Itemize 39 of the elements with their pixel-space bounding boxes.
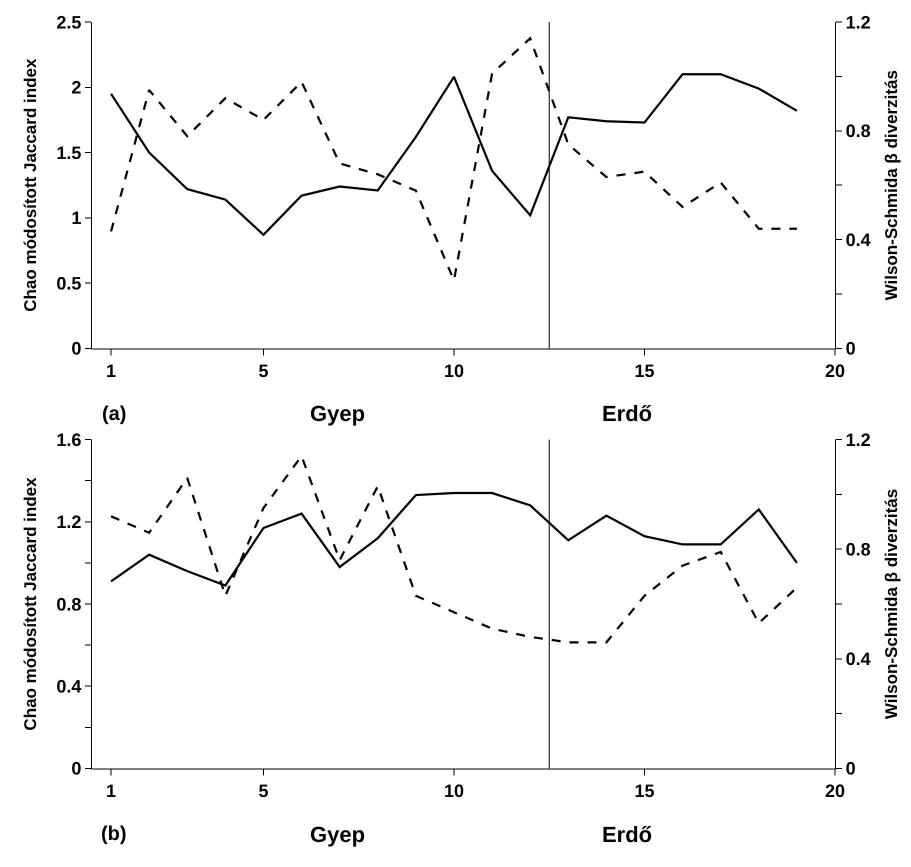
- y-tick-label: 0.5: [56, 273, 82, 294]
- y-axis-title: Chao módosított Jaccard index: [20, 476, 40, 731]
- x-tick-label: 10: [444, 361, 464, 381]
- y2-tick-label: 0.4: [846, 649, 871, 670]
- y-tick-label: 1: [71, 208, 82, 228]
- text: (b): [101, 823, 127, 845]
- y2-tick-label: 0.8: [846, 540, 871, 560]
- x-tick-label: 15: [634, 361, 655, 381]
- y2-tick-label: 1.2: [846, 430, 871, 450]
- text: (a): [102, 403, 126, 425]
- text: Erdő: [602, 822, 652, 847]
- y-tick-label: 0.8: [56, 594, 82, 614]
- y-tick-label: 0: [71, 758, 82, 779]
- x-tick-label: 15: [634, 781, 655, 801]
- y-axis-title: Chao módosított Jaccard index: [20, 58, 40, 312]
- x-tick-label: 20: [824, 361, 846, 381]
- y-tick-label: 1.5: [56, 142, 82, 163]
- x-tick-label: 10: [444, 781, 464, 801]
- x-tick-label: 5: [258, 781, 268, 801]
- text: Gyep: [310, 822, 366, 847]
- y2-tick-label: 0: [846, 338, 856, 359]
- y2-tick-label: 1.2: [846, 12, 871, 32]
- y-tick-label: 0.4: [56, 676, 82, 696]
- text: Erdő: [602, 401, 652, 426]
- y2-axis-title: Wilson-Schmida β diverzitás: [882, 70, 902, 300]
- y2-axis-title: Wilson-Schmida β diverzitás: [882, 488, 902, 720]
- text: Gyep: [310, 401, 366, 426]
- y-tick-label: 2.5: [56, 12, 82, 32]
- y2-tick-label: 0.8: [846, 121, 871, 142]
- y2-tick-label: 0.4: [846, 230, 871, 250]
- y-tick-label: 1.2: [56, 512, 82, 532]
- y-tick-label: 0: [71, 338, 82, 359]
- y-tick-label: 1.6: [56, 430, 82, 450]
- x-tick-label: 5: [258, 361, 268, 381]
- y2-tick-label: 0: [846, 758, 856, 779]
- x-tick-label: 1: [106, 781, 116, 801]
- x-tick-label: 1: [106, 361, 116, 381]
- x-tick-label: 20: [824, 781, 846, 801]
- y-tick-label: 2: [71, 78, 82, 98]
